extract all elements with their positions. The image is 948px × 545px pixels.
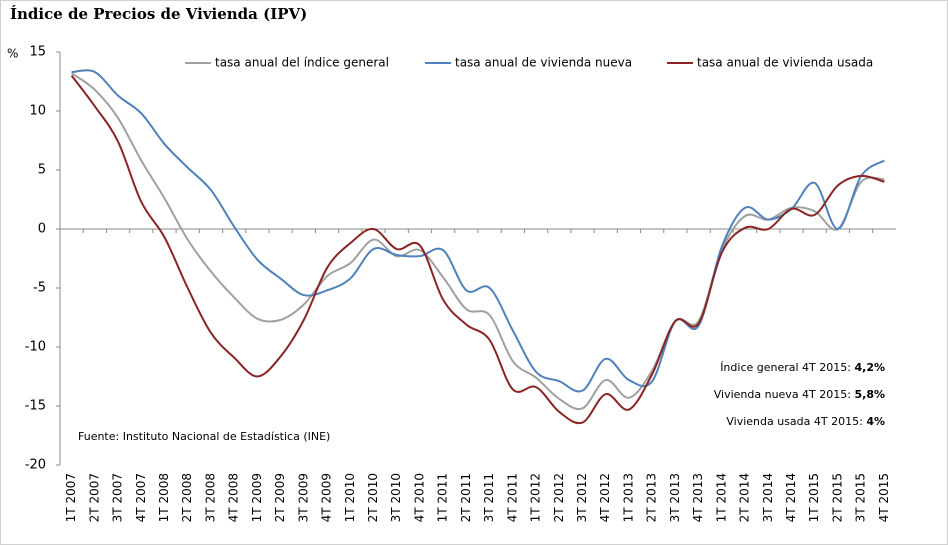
x-tick-label: 3T 2013 <box>668 473 682 522</box>
x-tick-label: 3T 2012 <box>575 473 589 522</box>
x-tick-label: 3T 2014 <box>761 473 775 522</box>
source-note: Fuente: Instituto Nacional de Estadístic… <box>78 430 330 443</box>
legend-label: tasa anual de vivienda usada <box>697 56 873 70</box>
x-tick-label: 4T 2014 <box>784 473 798 522</box>
x-tick-label: 4T 2009 <box>320 473 334 522</box>
x-tick-label: 2T 2012 <box>552 473 566 522</box>
x-tick-label: 1T 2010 <box>343 473 357 522</box>
y-tick-label: 10 <box>29 104 46 119</box>
x-tick-label: 2T 2014 <box>738 473 752 522</box>
x-tick-label: 4T 2007 <box>134 473 148 522</box>
x-tick-label: 2T 2010 <box>366 473 380 522</box>
x-tick-label: 2T 2008 <box>180 473 194 522</box>
y-tick-label: -5 <box>33 281 46 296</box>
annotation-value: 5,8% <box>854 388 885 401</box>
x-tick-label: 4T 2013 <box>691 473 705 522</box>
chart-title: Índice de Precios de Vivienda (IPV) <box>10 5 307 23</box>
annotation-label: Índice general 4T 2015: <box>720 361 851 374</box>
annotation-label: Vivienda usada 4T 2015: <box>726 415 862 428</box>
x-tick-label: 1T 2008 <box>157 473 171 522</box>
annotation-value: 4,2% <box>854 361 885 374</box>
annotation: Vivienda usada 4T 2015: 4% <box>726 415 885 428</box>
x-tick-label: 4T 2010 <box>412 473 426 522</box>
x-tick-label: 3T 2008 <box>203 473 217 522</box>
legend-label: tasa anual de vivienda nueva <box>455 56 632 70</box>
y-axis-label: % <box>7 47 18 61</box>
x-tick-label: 3T 2009 <box>296 473 310 522</box>
x-tick-label: 4T 2008 <box>227 473 241 522</box>
x-tick-label: 2T 2007 <box>87 473 101 522</box>
annotation: Índice general 4T 2015: 4,2% <box>720 361 885 374</box>
x-tick-label: 1T 2009 <box>250 473 264 522</box>
x-tick-label: 1T 2012 <box>529 473 543 522</box>
annotation-value: 4% <box>866 415 885 428</box>
y-tick-label: -20 <box>25 458 46 473</box>
annotation-label: Vivienda nueva 4T 2015: <box>714 388 851 401</box>
x-tick-label: 1T 2014 <box>714 473 728 522</box>
series-line <box>71 69 885 393</box>
x-tick-label: 3T 2011 <box>482 473 496 522</box>
x-tick-label: 3T 2015 <box>854 473 868 522</box>
y-tick-label: -10 <box>25 340 46 355</box>
y-tick-label: 0 <box>38 222 46 237</box>
x-tick-label: 1T 2013 <box>621 473 635 522</box>
x-tick-label: 2T 2015 <box>830 473 844 522</box>
legend-label: tasa anual del índice general <box>215 56 389 70</box>
x-tick-label: 4T 2011 <box>505 473 519 522</box>
x-tick-label: 4T 2012 <box>598 473 612 522</box>
annotation: Vivienda nueva 4T 2015: 5,8% <box>714 388 885 401</box>
y-tick-label: 15 <box>29 45 46 60</box>
x-tick-label: 3T 2007 <box>111 473 125 522</box>
x-tick-label: 1T 2011 <box>436 473 450 522</box>
x-tick-label: 3T 2010 <box>389 473 403 522</box>
y-tick-label: -15 <box>25 399 46 414</box>
x-tick-label: 1T 2007 <box>64 473 78 522</box>
x-tick-label: 2T 2013 <box>645 473 659 522</box>
x-tick-label: 4T 2015 <box>877 473 891 522</box>
y-tick-label: 5 <box>38 163 46 178</box>
x-tick-label: 2T 2009 <box>273 473 287 522</box>
series-line <box>71 72 885 411</box>
series-line <box>70 74 885 425</box>
x-tick-label: 1T 2015 <box>807 473 821 522</box>
x-tick-label: 2T 2011 <box>459 473 473 522</box>
